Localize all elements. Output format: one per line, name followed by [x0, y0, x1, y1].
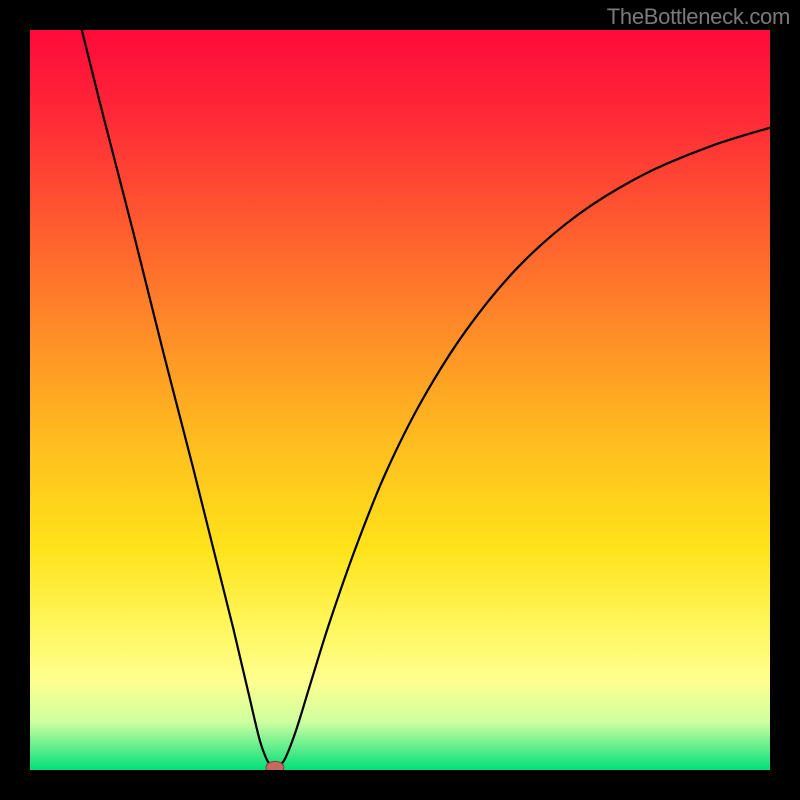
watermark-text: TheBottleneck.com	[607, 4, 790, 30]
bottleneck-curve-chart	[0, 0, 800, 800]
chart-container: { "watermark_text": "TheBottleneck.com",…	[0, 0, 800, 800]
